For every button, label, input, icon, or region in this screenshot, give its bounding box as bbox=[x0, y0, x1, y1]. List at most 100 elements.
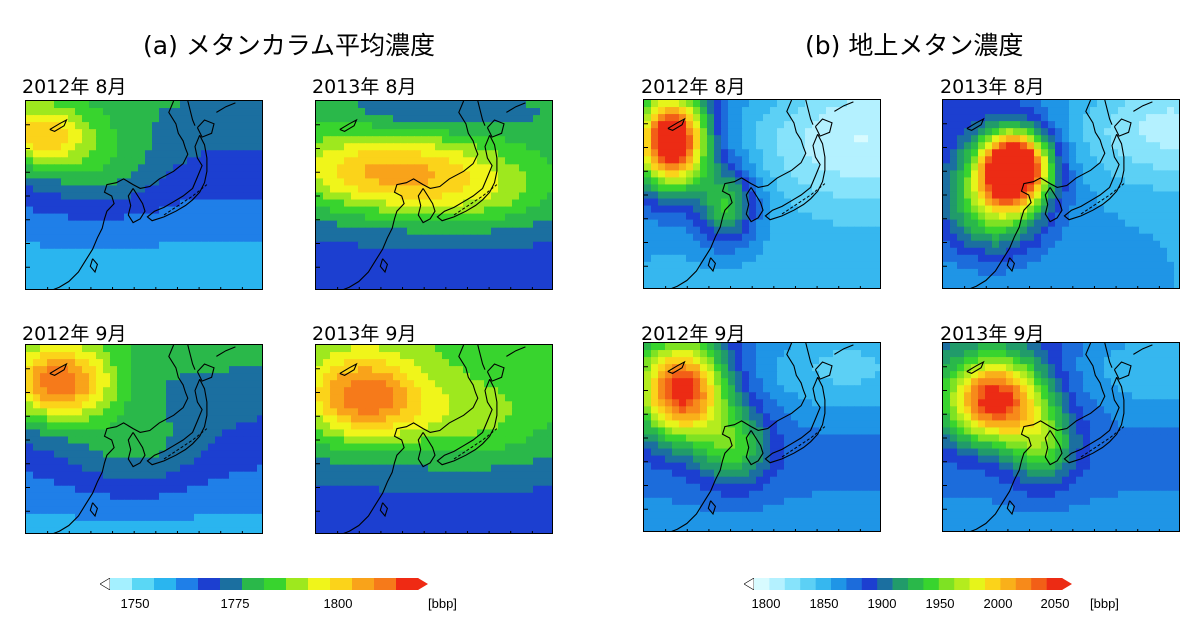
coastline bbox=[707, 257, 717, 273]
colorbar-a-unit: [bbp] bbox=[428, 596, 457, 611]
coastline bbox=[477, 101, 486, 126]
concentration-field bbox=[943, 100, 1179, 288]
colorbar-swatch bbox=[831, 578, 847, 590]
coastline bbox=[486, 363, 505, 382]
island-chain bbox=[1080, 426, 1125, 458]
coastline bbox=[343, 345, 479, 533]
colorbar-swatch bbox=[954, 578, 970, 590]
colorbar-a-tick: 1800 bbox=[323, 596, 353, 611]
coastline bbox=[1063, 133, 1125, 221]
coastline bbox=[187, 345, 196, 370]
concentration-field bbox=[26, 345, 262, 533]
map-b-2013-09 bbox=[942, 342, 1180, 532]
coastline bbox=[146, 378, 208, 466]
coastline bbox=[216, 102, 236, 113]
colorbar-swatch bbox=[374, 578, 397, 590]
colorbar-swatch bbox=[969, 578, 986, 590]
coastline bbox=[436, 378, 498, 466]
map-a-2013-09 bbox=[315, 344, 553, 534]
colorbar-swatch bbox=[330, 578, 353, 590]
map-b-2013-08 bbox=[942, 99, 1180, 289]
colorbar-swatch bbox=[815, 578, 832, 590]
island-chain bbox=[453, 428, 498, 460]
colorbar-swatch bbox=[242, 578, 265, 590]
colorbar-b bbox=[744, 578, 1072, 590]
coastline bbox=[196, 363, 215, 382]
coastline bbox=[127, 432, 146, 468]
coastline bbox=[814, 118, 833, 137]
colorbar-a-tick: 1750 bbox=[120, 596, 150, 611]
colorbar-b-tick: 2050 bbox=[1040, 596, 1070, 611]
coastline bbox=[1113, 118, 1132, 137]
colorbar-swatch bbox=[754, 578, 770, 590]
island-chain bbox=[781, 183, 826, 215]
map-label-a-2012-09: 2012年 9月 bbox=[22, 323, 127, 345]
coastline bbox=[970, 343, 1106, 531]
colorbar-swatch bbox=[846, 578, 863, 590]
coastline bbox=[1044, 187, 1063, 223]
coastline bbox=[506, 102, 526, 113]
concentration-field bbox=[316, 345, 552, 533]
coastline bbox=[127, 188, 146, 224]
coastline bbox=[764, 133, 826, 221]
coastline bbox=[1006, 500, 1016, 516]
colorbar-min-arrow bbox=[100, 578, 111, 590]
colorbar-b-tick: 2000 bbox=[983, 596, 1013, 611]
colorbar-swatch bbox=[396, 578, 419, 590]
colorbar-swatch bbox=[892, 578, 909, 590]
coastline bbox=[707, 500, 717, 516]
coastline bbox=[379, 502, 389, 518]
coastline bbox=[1063, 376, 1125, 464]
coastline bbox=[834, 344, 854, 355]
colorbar-swatch bbox=[154, 578, 177, 590]
panel-a-title: (a) メタンカラム平均濃度 bbox=[143, 31, 436, 60]
coastline bbox=[216, 346, 236, 357]
colorbar-a bbox=[100, 578, 428, 590]
coastline bbox=[53, 101, 189, 289]
colorbar-swatch bbox=[352, 578, 375, 590]
map-b-2012-08 bbox=[643, 99, 881, 289]
colorbar-swatch bbox=[132, 578, 155, 590]
coastline bbox=[1044, 430, 1063, 466]
coastline bbox=[814, 361, 833, 380]
colorbar-swatch bbox=[1031, 578, 1047, 590]
coastline bbox=[805, 100, 814, 125]
colorbar-swatch bbox=[985, 578, 1001, 590]
map-a-2012-08 bbox=[25, 100, 263, 290]
map-label-a-2013-09: 2013年 9月 bbox=[312, 323, 417, 345]
map-label-b-2012-09: 2012年 9月 bbox=[641, 323, 746, 345]
colorbar-swatch bbox=[110, 578, 133, 590]
colorbar-swatch bbox=[176, 578, 199, 590]
colorbar-swatch bbox=[800, 578, 816, 590]
coastline bbox=[966, 360, 985, 375]
colorbar-swatch bbox=[1015, 578, 1032, 590]
coastline bbox=[1104, 343, 1113, 368]
coastline bbox=[745, 187, 764, 223]
coastline bbox=[1104, 100, 1113, 125]
coastline bbox=[417, 432, 436, 468]
island-chain bbox=[781, 426, 826, 458]
island-chain bbox=[1080, 183, 1125, 215]
colorbar-swatch bbox=[938, 578, 955, 590]
coastline bbox=[667, 360, 686, 375]
colorbar-swatch bbox=[877, 578, 893, 590]
coastline bbox=[764, 376, 826, 464]
coastline bbox=[506, 346, 526, 357]
coastline bbox=[1006, 257, 1016, 273]
colorbar-max-arrow bbox=[1062, 578, 1072, 590]
colorbar-max-arrow bbox=[418, 578, 428, 590]
coastline bbox=[667, 117, 686, 132]
coastline bbox=[834, 101, 854, 112]
coastline bbox=[89, 258, 99, 274]
panel-b-title: (b) 地上メタン濃度 bbox=[805, 31, 1024, 60]
colorbar-swatch bbox=[264, 578, 287, 590]
map-label-b-2012-08: 2012年 8月 bbox=[641, 76, 746, 98]
colorbar-swatch bbox=[286, 578, 309, 590]
coastline bbox=[339, 362, 358, 377]
coastline bbox=[966, 117, 985, 132]
map-label-a-2013-08: 2013年 8月 bbox=[312, 76, 417, 98]
colorbar-a-tick: 1775 bbox=[220, 596, 250, 611]
coastline bbox=[477, 345, 486, 370]
colorbar-swatch bbox=[923, 578, 940, 590]
coastline bbox=[745, 430, 764, 466]
